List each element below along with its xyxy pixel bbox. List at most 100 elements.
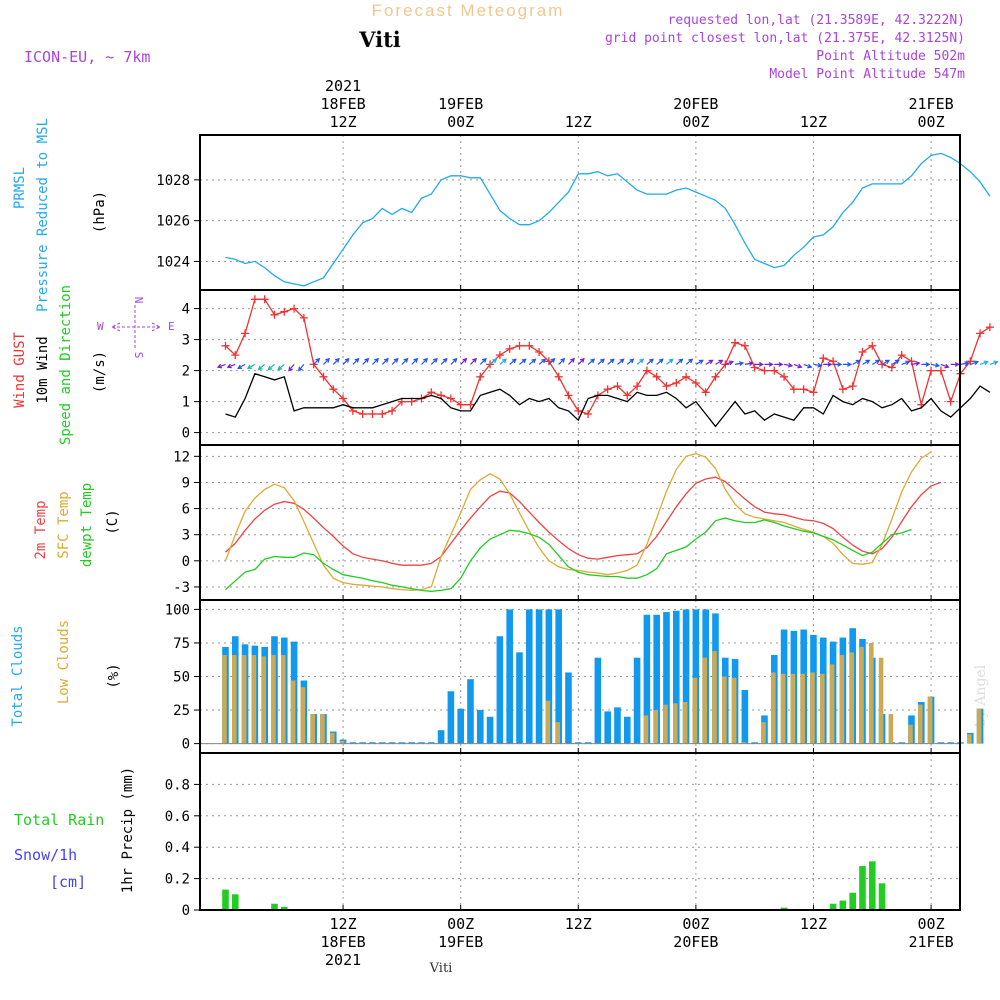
y-tick-label: 1	[182, 395, 190, 411]
gust-marker	[290, 304, 299, 313]
bottom-time-label: 19FEB	[438, 933, 483, 951]
gust-marker	[946, 397, 955, 406]
gust-marker	[329, 385, 338, 394]
y-tick-label: 4	[182, 302, 190, 318]
wind-direction-arrow	[216, 363, 226, 369]
low-cloud-bar	[712, 651, 717, 744]
gust-marker	[388, 406, 397, 415]
2m-temp-line	[225, 476, 942, 566]
wind-direction-arrow	[548, 357, 556, 365]
low-cloud-bar	[310, 714, 315, 744]
total-cloud-bar	[653, 614, 660, 744]
bottom-time-label: 00Z	[918, 915, 945, 933]
wind-direction-arrow	[297, 364, 305, 372]
low-cloud-bar	[878, 657, 884, 744]
wind-direction-arrow	[901, 360, 911, 366]
wind-direction-arrow	[803, 363, 813, 369]
wind-direction-arrow	[323, 357, 331, 365]
precip-panel: 0 0.2 0.4 0.6 0.8 Total Rain Snow/1h [cm] 1hr Pr…	[14, 752, 961, 919]
wind-direction-arrow	[288, 364, 295, 372]
wind-direction-arrow	[372, 357, 380, 365]
gust-marker	[476, 372, 485, 381]
wind-direction-arrow	[793, 363, 803, 369]
wind-direction-arrow	[734, 361, 745, 366]
wind-direction-arrow	[607, 358, 615, 365]
wind-direction-arrow	[979, 360, 989, 366]
wind-direction-arrow	[823, 361, 833, 367]
low-cloud-bar	[810, 672, 815, 744]
gust-marker	[780, 372, 789, 381]
low-cloud-bar	[241, 655, 247, 744]
prmsl-line	[225, 152, 991, 287]
low-cloud-bar	[741, 742, 747, 744]
rain-bar	[878, 883, 886, 910]
wind-gust-label: Wind GUST	[12, 332, 28, 408]
wind-direction-arrow	[332, 357, 340, 365]
gust-marker	[711, 372, 720, 381]
station-name: Viti	[358, 27, 401, 52]
temperature-panel: -3 0 3 6 9 12 2m Temp SFC Temp dewpt Temp (C)	[33, 444, 961, 601]
gust-marker	[848, 382, 857, 391]
gust-marker	[976, 329, 985, 338]
wind-direction-arrow	[862, 359, 871, 365]
wind-direction-arrow	[891, 359, 900, 365]
temp-unit: (C)	[105, 509, 121, 534]
gust-marker	[623, 391, 632, 400]
wind-direction-arrow	[342, 357, 350, 365]
total-cloud-bar	[437, 730, 445, 744]
pressure-unit: (hPa)	[92, 191, 108, 233]
wind-direction-arrow	[940, 363, 950, 369]
top-time-label: 00Z	[682, 113, 709, 131]
y-tick-label: 75	[173, 636, 190, 652]
low-cloud-bar	[976, 708, 982, 744]
low-cloud-bar	[251, 655, 257, 744]
bottom-time-label: 12Z	[800, 915, 827, 933]
low-cloud-bar	[917, 704, 923, 744]
total-cloud-bar	[378, 742, 386, 744]
gust-marker	[270, 310, 279, 319]
wind-direction-arrow	[499, 358, 507, 365]
gust-marker	[613, 382, 622, 391]
rain-bar	[231, 894, 239, 910]
gust-marker	[633, 382, 642, 391]
low-cloud-bar	[692, 677, 698, 744]
y-tick-label: -3	[173, 580, 190, 596]
gust-marker	[652, 372, 661, 381]
model-label: ICON-EU, ~ 7km	[24, 48, 150, 66]
total-cloud-bar	[486, 716, 494, 744]
low-cloud-bar	[868, 642, 874, 744]
wind-direction-arrow	[470, 357, 478, 365]
wind-direction-arrow	[257, 363, 266, 371]
total-cloud-bar	[457, 708, 464, 744]
gust-marker	[564, 391, 573, 400]
footer-station: Viti	[429, 961, 453, 976]
wind-direction-arrow	[871, 359, 881, 365]
precip-unit: 1hr Precip (mm)	[120, 767, 136, 893]
bottom-time-label: 12Z	[565, 915, 592, 933]
top-time-label: 12Z	[330, 113, 357, 131]
y-tick-label: 25	[173, 703, 190, 719]
low-cloud-bar	[761, 722, 766, 744]
low-cloud-bar	[790, 673, 796, 744]
gust-marker	[525, 341, 534, 350]
y-tick-label: 3	[182, 333, 190, 349]
temp-sfc-label: SFC Temp	[56, 491, 72, 558]
wind-10m-label: 10m Wind	[35, 336, 51, 403]
snow-unit-label: [cm]	[50, 873, 86, 891]
low-cloud-bar	[721, 676, 727, 744]
wind-direction-arrow	[277, 363, 285, 371]
low-cloud-bar	[261, 656, 266, 744]
gust-marker	[691, 379, 700, 387]
total-cloud-bar	[663, 612, 670, 744]
requested-coordinates: requested lon,lat (21.3589E, 42.3222N)	[668, 13, 965, 28]
total-cloud-bar	[692, 609, 700, 744]
gust-marker	[731, 338, 740, 347]
total-cloud-bar	[614, 707, 621, 744]
gust-marker	[339, 394, 348, 403]
gust-marker	[897, 351, 906, 360]
y-tick-label: 100	[165, 602, 190, 618]
wind-direction-arrow	[267, 363, 275, 371]
total-cloud-bar	[506, 609, 513, 744]
wind-direction-arrow	[754, 361, 764, 367]
